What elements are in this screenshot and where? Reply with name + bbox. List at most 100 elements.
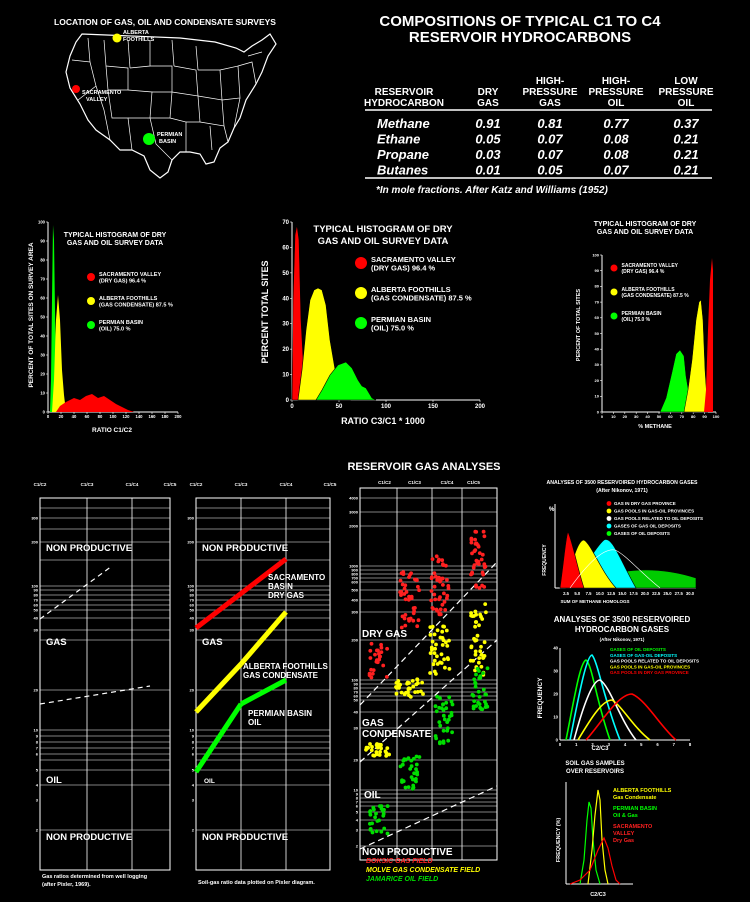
scatter-point: [482, 654, 487, 658]
nk1-curve-dry: [559, 531, 585, 589]
scatter-point: [440, 629, 445, 634]
scatter-point: [405, 681, 409, 686]
soil-title-1: SOIL GAS SAMPLES: [565, 761, 624, 767]
nk2-x-tick-label: 5: [640, 742, 643, 747]
scatter-point: [375, 648, 380, 653]
scatter-point: [477, 695, 482, 699]
pixler-y-label: 7: [192, 746, 195, 751]
legend-label: SACRAMENTO VALLEY: [622, 263, 679, 269]
soil-ylabel: FREQUENCY (%): [556, 818, 562, 863]
px2-zone-nonproductive-2: NON PRODUCTIVE: [202, 832, 288, 843]
scatter-point: [469, 611, 473, 615]
table-row-name: Butanes: [377, 163, 428, 178]
scatter-point: [368, 742, 372, 746]
nk2-x-tick-label: 2: [591, 742, 594, 747]
scatter-point: [479, 644, 483, 649]
table-cell: 0.07: [537, 132, 563, 147]
scatter-point: [473, 680, 477, 685]
px2-alberta-line-a: [194, 662, 243, 714]
px2-permian-line-a: [193, 702, 244, 774]
nk1-ylabel: FREQUENCY: [542, 544, 548, 576]
x-tick-label: 200: [175, 414, 183, 419]
scatter-point: [403, 785, 408, 790]
px1-zone-nonproductive: NON PRODUCTIVE: [46, 543, 132, 554]
nk1-x-tick-label: 2.5: [563, 591, 569, 596]
x-tick-label: 20: [623, 414, 628, 419]
scatter-point: [476, 689, 481, 694]
scatter-y-label: 8: [356, 796, 359, 801]
scatter-point: [378, 742, 383, 747]
pixler-y-label: 50: [190, 608, 195, 613]
scatter-point: [378, 654, 382, 659]
nk2-legend-label: GAS POOLS IN GAS-OIL PROVINCES: [610, 664, 690, 669]
scatter-point: [408, 573, 412, 577]
nk2-curve: [565, 659, 611, 741]
legend-label: ALBERTA FOOTHILLS: [371, 285, 451, 294]
pixler-column-label: C1/C3: [81, 482, 94, 487]
legend-marker: [355, 317, 367, 329]
scatter-point: [472, 699, 477, 703]
table-header-cell: PRESSURE: [658, 87, 713, 98]
table-cell: 0.21: [673, 132, 698, 147]
nk1-legend-label: GAS POOLS IN GAS-OIL PROVINCES: [614, 509, 694, 514]
map-title: LOCATION OF GAS, OIL AND CONDENSATE SURV…: [54, 17, 276, 27]
nk1-x-tick-label: 12.5: [607, 591, 616, 596]
scatter-point: [370, 821, 374, 826]
scatter-y-label: 700: [351, 576, 358, 581]
scatter-point: [477, 586, 482, 590]
scatter-point: [437, 557, 441, 562]
legend-label: (GAS CONDENSATE) 87.5 %: [622, 293, 690, 299]
scatter-point: [450, 702, 455, 707]
scatter-point: [444, 700, 449, 705]
y-tick-label: 10: [40, 390, 45, 395]
scatter-point: [370, 830, 375, 835]
scatter-point: [444, 640, 448, 645]
scatter-point: [481, 671, 485, 675]
x-tick-label: 0: [290, 404, 294, 410]
nk2-subtitle: (After Nikonov, 1971): [600, 637, 645, 642]
scatter-point: [394, 686, 399, 690]
scatter-point: [369, 748, 374, 753]
nk2-legend-label: GASES OF OIL DEPOSITS: [610, 647, 666, 652]
x-tick-label: 0: [47, 414, 50, 419]
nk2-curve: [569, 654, 621, 741]
scatter-point: [428, 632, 433, 637]
scatter-point: [449, 699, 454, 704]
scatter-point: [399, 625, 404, 630]
sc-zone-gas: GAS: [362, 718, 384, 729]
x-tick-label: 80: [98, 414, 103, 419]
h1-alberta-curve: [52, 295, 66, 412]
legend-label: PERMIAN BASIN: [622, 311, 662, 317]
px2-permian-line-b: [239, 677, 288, 707]
sc-zone-oil: OIL: [364, 790, 381, 801]
soil-curve-permian: [579, 801, 601, 885]
scatter-point: [439, 652, 444, 657]
scatter-point: [441, 702, 445, 707]
y-tick-label: 0: [597, 409, 600, 414]
scatter-point: [374, 750, 379, 754]
scatter-point: [449, 710, 454, 715]
scatter-point: [431, 607, 436, 611]
scatter-point: [470, 551, 474, 556]
scatter-y-label: 70: [354, 690, 359, 695]
x-tick-label: 60: [85, 414, 90, 419]
legend-marker: [610, 312, 618, 320]
px1-upper-dashed: [39, 565, 113, 620]
y-tick-label: 100: [592, 252, 599, 257]
scatter-point: [413, 778, 418, 783]
nk2-curve: [577, 699, 651, 741]
nk2-legend-label: GASES OF GAS-OIL DEPOSITS: [610, 653, 677, 658]
x-tick-label: 200: [475, 404, 486, 410]
table-header-cell: OIL: [678, 98, 695, 109]
scatter-point: [430, 557, 435, 561]
scatter-point: [473, 620, 478, 624]
scatter-point: [485, 666, 490, 671]
nk1-title: ANALYSES OF 3500 RESERVOIRED HYDROCARBON…: [546, 480, 698, 486]
scatter-y-label: 200: [351, 638, 358, 643]
scatter-point: [441, 741, 446, 745]
nikonov-c2c3: ANALYSES OF 3500 RESERVOIRED HYDROCARBON…: [537, 615, 699, 752]
y-tick-label: 30: [40, 352, 45, 357]
pixler-y-label: 3: [192, 798, 195, 803]
scatter-point: [438, 696, 442, 701]
pixler-column-label: C1/C4: [280, 482, 293, 487]
